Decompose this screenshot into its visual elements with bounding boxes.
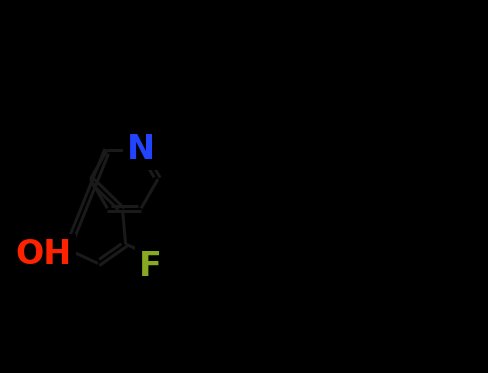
Text: N: N xyxy=(127,133,155,166)
Text: OH: OH xyxy=(16,238,72,271)
Text: F: F xyxy=(139,250,162,283)
